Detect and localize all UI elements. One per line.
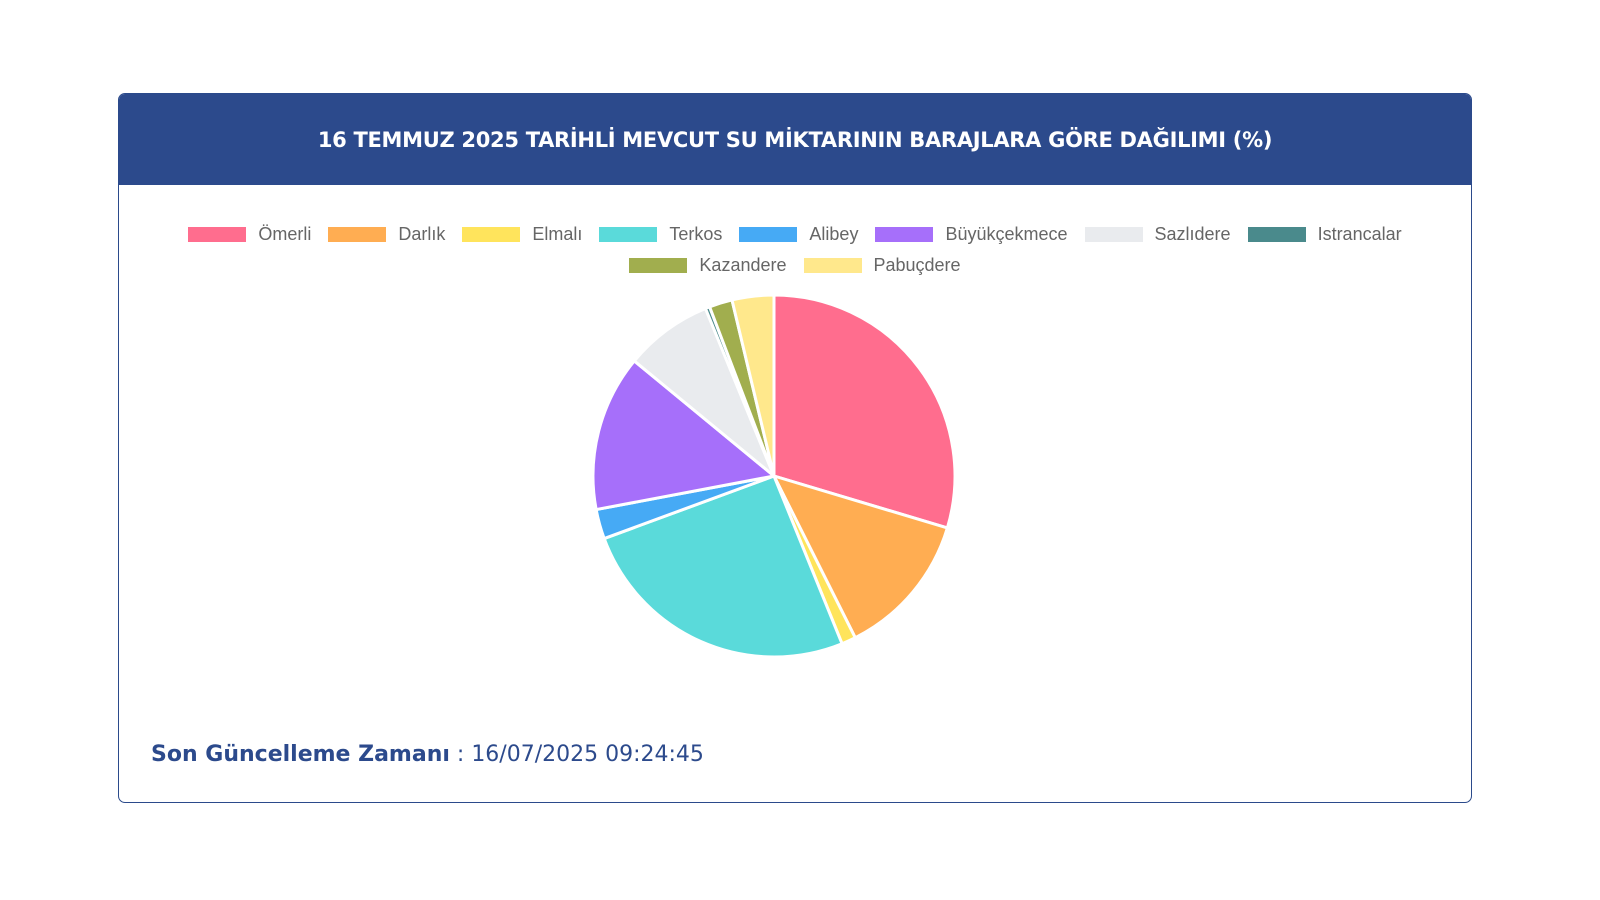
chart-legend: Ömerli Darlık Elmalı Terkos Alibey Büyükçekme… [119, 224, 1471, 276]
legend-swatch [739, 227, 798, 242]
update-label: Son Güncelleme Zamanı [151, 742, 450, 767]
legend-swatch [1247, 227, 1306, 242]
legend-item[interactable]: Istrancalar [1247, 224, 1402, 245]
legend-swatch [803, 258, 862, 273]
legend-label: Sazlıdere [1154, 224, 1231, 244]
pie-chart [591, 293, 957, 659]
legend-item[interactable]: Darlık [328, 224, 445, 245]
pie-area [119, 94, 1471, 802]
legend-swatch [1084, 227, 1143, 242]
legend-row-2: Kazandere Pabuçdere [629, 255, 961, 276]
legend-row-1: Ömerli Darlık Elmalı Terkos Alibey Büyükçekme… [188, 224, 1402, 245]
legend-label: Darlık [398, 224, 446, 244]
last-update: Son Güncelleme Zamanı : 16/07/2025 09:24… [151, 742, 704, 767]
legend-label: Elmalı [532, 224, 583, 244]
legend-item[interactable]: Terkos [599, 224, 722, 245]
legend-item[interactable]: Büyükçekmece [875, 224, 1068, 245]
pie-slice-darl-k[interactable] [772, 474, 949, 640]
legend-item[interactable]: Alibey [739, 224, 858, 245]
legend-swatch [629, 258, 688, 273]
legend-swatch [462, 227, 521, 242]
legend-item[interactable]: Kazandere [629, 255, 787, 276]
chart-title: 16 TEMMUZ 2025 TARİHLİ MEVCUT SU MİKTARI… [317, 127, 1273, 152]
legend-swatch [328, 227, 387, 242]
legend-swatch [188, 227, 247, 242]
legend-item[interactable]: Sazlıdere [1084, 224, 1231, 245]
legend-swatch [599, 227, 658, 242]
pie-slice--merli[interactable] [772, 293, 957, 530]
legend-label: Kazandere [699, 255, 787, 275]
update-timestamp: 16/07/2025 09:24:45 [471, 742, 704, 767]
pie-slice-pabu-dere[interactable] [730, 293, 776, 478]
legend-label: Büyükçekmece [945, 224, 1068, 244]
legend-label: Terkos [669, 224, 723, 244]
legend-label: Pabuçdere [873, 255, 961, 275]
legend-label: Ömerli [258, 224, 312, 244]
card-header: 16 TEMMUZ 2025 TARİHLİ MEVCUT SU MİKTARI… [119, 94, 1471, 185]
legend-item[interactable]: Elmalı [462, 224, 582, 245]
legend-item[interactable]: Ömerli [188, 224, 311, 245]
legend-item[interactable]: Pabuçdere [803, 255, 961, 276]
chart-card: 16 TEMMUZ 2025 TARİHLİ MEVCUT SU MİKTARI… [118, 93, 1472, 803]
legend-label: Istrancalar [1317, 224, 1402, 244]
legend-swatch [875, 227, 934, 242]
pie-slice-terkos[interactable] [602, 474, 844, 659]
pie-slice-b-y-k-ekmece[interactable] [591, 359, 776, 512]
update-separator: : [449, 742, 472, 767]
legend-label: Alibey [809, 224, 859, 244]
